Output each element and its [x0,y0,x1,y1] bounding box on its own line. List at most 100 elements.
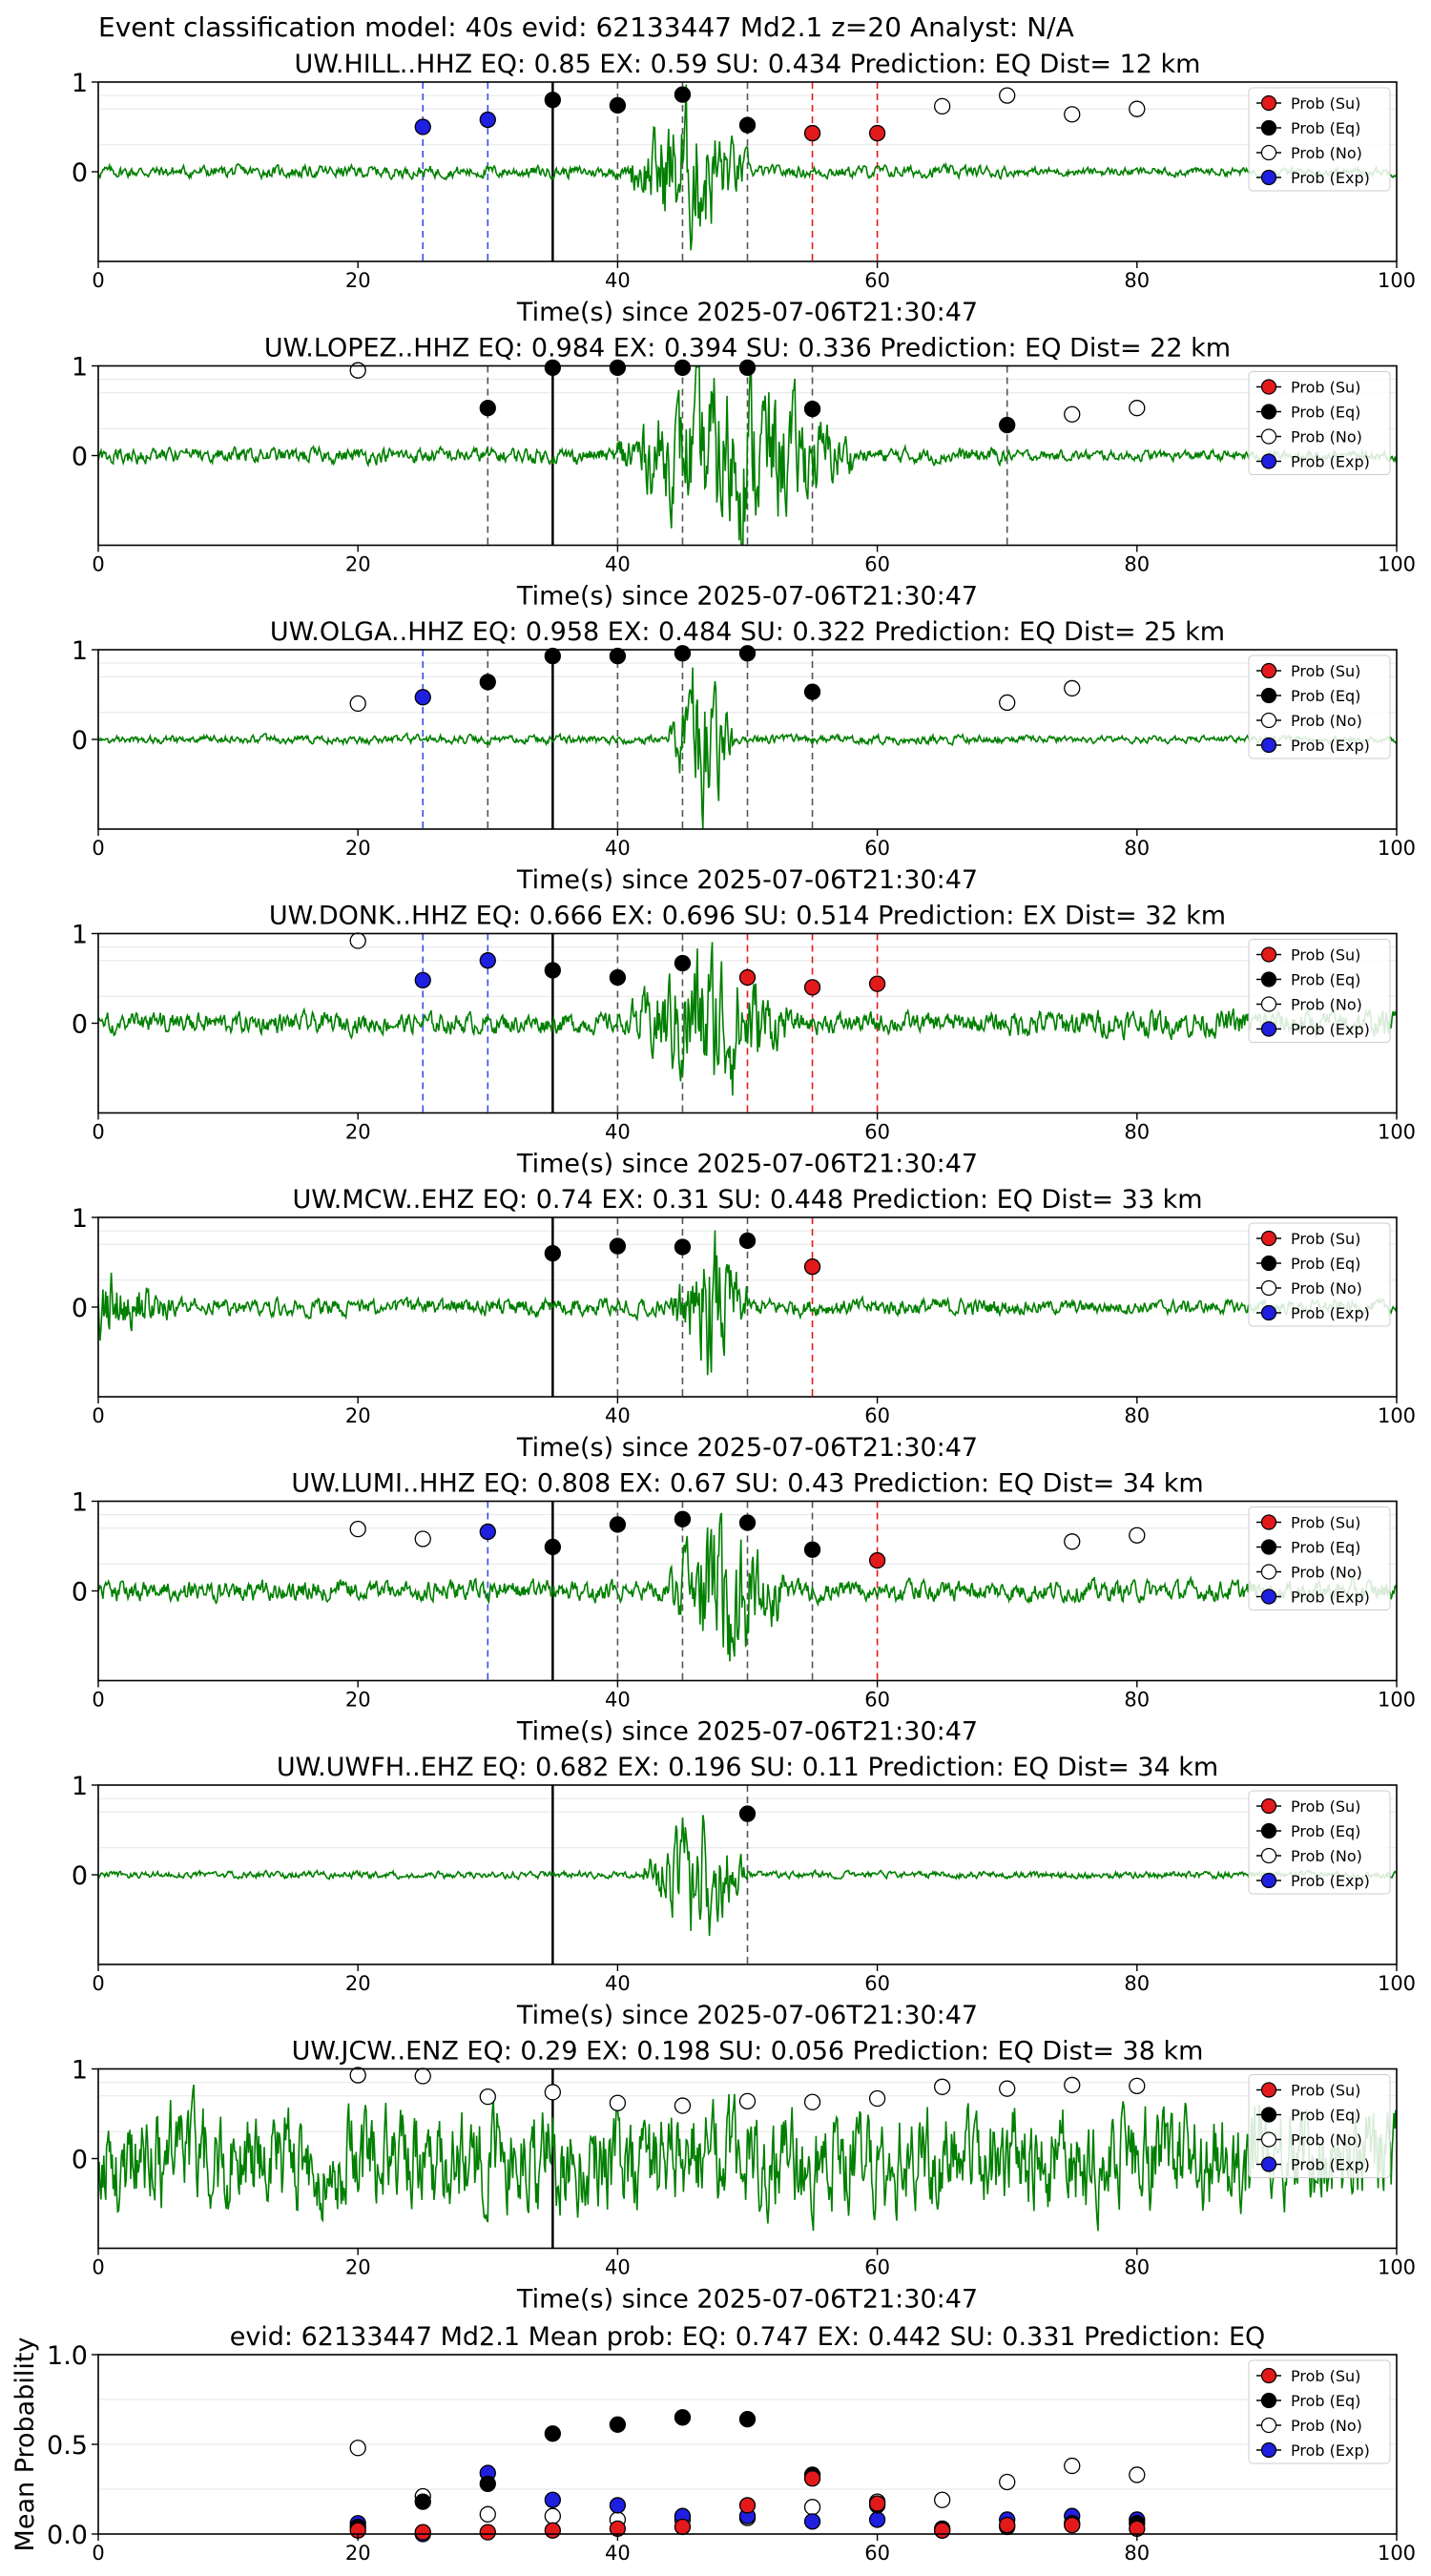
waveform-trace [98,2084,1397,2232]
x-tick-label: 40 [605,1689,631,1712]
legend-label-no: Prob (No) [1291,1564,1362,1582]
legend-marker-exp [1260,1021,1277,1037]
panel-title: UW.OLGA..HHZ EQ: 0.958 EX: 0.484 SU: 0.3… [270,617,1225,647]
x-tick-label: 80 [1124,553,1150,576]
x-tick-label: 100 [1378,1404,1416,1427]
legend-marker-no [1260,712,1277,729]
x-tick-label: 20 [345,1404,371,1427]
waveform-trace [98,1512,1397,1662]
x-axis-label: Time(s) since 2025-07-06T21:30:47 [516,298,978,327]
point-no [414,1530,431,1548]
legend-marker-no [1260,1564,1277,1580]
legend-marker-su [1260,1230,1277,1247]
legend-box [1248,2074,1391,2178]
point-eq [738,1514,757,1531]
point-eq [609,647,627,665]
point-exp [414,689,431,706]
point-no [1129,2466,1146,2483]
point-su [414,2524,431,2541]
x-tick-label: 80 [1124,2542,1150,2565]
point-no [803,2093,821,2110]
x-tick-label: 0 [92,2256,104,2279]
point-no [999,87,1016,104]
legend-label-eq: Prob (Eq) [1291,119,1360,137]
panel-title: evid: 62133447 Md2.1 Mean prob: EQ: 0.74… [230,2322,1266,2352]
x-tick-label: 20 [345,269,371,292]
legend-marker-eq [1260,1822,1277,1839]
legend-marker-no [1260,2131,1277,2148]
point-eq [544,92,561,109]
panel-1: UW.HILL..HHZ EQ: 0.85 EX: 0.59 SU: 0.434… [72,50,1416,327]
x-tick-label: 80 [1124,1689,1150,1712]
point-no [609,2094,627,2111]
legend-marker-su [1260,94,1277,112]
legend-label-su: Prob (Su) [1291,1514,1360,1532]
point-eq [803,1541,821,1558]
point-no [1064,405,1081,423]
legend-marker-su [1260,2367,1277,2384]
y-tick-label: 0 [72,1294,88,1323]
x-tick-label: 60 [864,2542,890,2565]
point-su [544,2522,561,2539]
point-no [1064,106,1081,123]
x-tick-label: 60 [864,553,890,576]
point-no [999,2080,1016,2097]
point-eq [609,359,627,377]
x-tick-label: 60 [864,1121,890,1144]
x-tick-label: 0 [92,837,104,860]
legend-label-exp: Prob (Exp) [1291,1589,1370,1607]
legend-box [1248,371,1391,475]
panel-plot-area [98,1217,1397,1397]
waveform-trace [98,942,1397,1096]
panel-title: UW.LOPEZ..HHZ EQ: 0.984 EX: 0.394 SU: 0.… [264,334,1231,364]
y-tick-label: 1 [72,1772,88,1801]
point-eq [479,674,496,691]
legend-label-su: Prob (Su) [1291,2082,1360,2100]
point-exp [479,952,496,969]
x-tick-label: 100 [1378,553,1416,576]
legend-label-su: Prob (Su) [1291,1797,1360,1816]
y-tick-label: 1.0 [47,2341,88,2371]
panel-title: UW.UWFH..EHZ EQ: 0.682 EX: 0.196 SU: 0.1… [277,1753,1218,1782]
x-tick-label: 100 [1378,1121,1416,1144]
point-no [1064,2076,1081,2094]
y-tick-label: 0 [72,1578,88,1608]
point-no [934,2078,951,2095]
point-eq [544,647,561,665]
panel-9: evid: 62133447 Md2.1 Mean prob: EQ: 0.74… [10,2322,1416,2565]
point-eq [674,359,692,377]
point-no [1129,100,1146,117]
y-tick-label: 1 [72,353,88,383]
x-tick-label: 40 [605,1404,631,1427]
point-no [999,2473,1016,2491]
x-axis-label: Time(s) since 2025-07-06T21:30:47 [516,582,978,612]
point-eq [609,968,627,987]
x-tick-label: 0 [92,269,104,292]
point-no [544,2084,561,2101]
panel-title: UW.JCW..ENZ EQ: 0.29 EX: 0.198 SU: 0.056… [292,2037,1204,2067]
legend-label-eq: Prob (Eq) [1291,687,1360,705]
point-no [1064,679,1081,697]
point-eq [544,359,561,377]
y-tick-label: 1 [72,636,88,666]
point-no [674,2097,692,2114]
panel-plot-area [98,650,1397,829]
legend-box [1248,1506,1391,1610]
panel-title: UW.LUMI..HHZ EQ: 0.808 EX: 0.67 SU: 0.43… [291,1469,1203,1499]
point-no [349,2440,366,2457]
y-tick-label: 0 [72,726,88,756]
x-tick-label: 0 [92,2542,104,2565]
panel-title: UW.DONK..HHZ EQ: 0.666 EX: 0.696 SU: 0.5… [269,902,1226,931]
legend-label-exp: Prob (Exp) [1291,2441,1370,2460]
x-tick-label: 20 [345,1689,371,1712]
x-tick-label: 80 [1124,1404,1150,1427]
point-no [1129,2077,1146,2095]
legend-marker-no [1260,2417,1277,2434]
point-exp [479,111,496,129]
x-tick-label: 100 [1378,2542,1416,2565]
x-tick-label: 20 [345,2542,371,2565]
legend-marker-su [1260,379,1277,395]
y-tick-label: 0 [72,1010,88,1040]
y-tick-label: 1 [72,1204,88,1234]
point-eq [999,416,1016,434]
